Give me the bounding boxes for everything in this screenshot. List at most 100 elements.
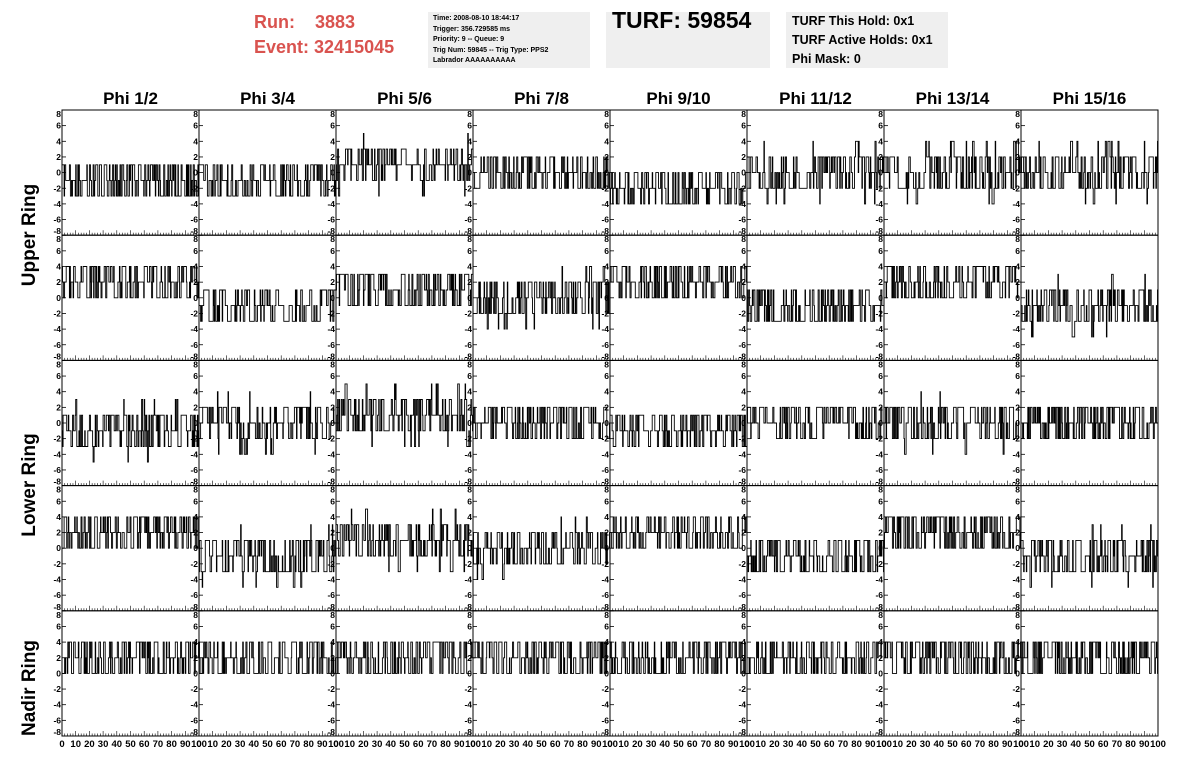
waveform-trace — [884, 516, 1022, 549]
y-tick-label: 4 — [741, 512, 746, 522]
y-tick-label: 0 — [467, 418, 472, 428]
y-tick-label: -2 — [53, 183, 61, 193]
x-tick-label: 70 — [975, 739, 986, 750]
y-tick-label: -4 — [327, 700, 335, 710]
y-tick-label: 2 — [467, 277, 472, 287]
y-tick-label: -4 — [464, 700, 472, 710]
y-tick-label: 2 — [604, 152, 609, 162]
trigger-info-box: Time: 2008-08-10 18:44:17 Trigger: 356.7… — [428, 12, 590, 68]
y-tick-label: 2 — [330, 653, 335, 663]
x-tick-label: 90 — [1002, 739, 1013, 750]
x-tick-label: 40 — [523, 739, 534, 750]
x-tick-label: 80 — [714, 739, 725, 750]
x-tick-label: 60 — [550, 739, 561, 750]
x-tick-label: 10 — [892, 739, 903, 750]
y-tick-label: 8 — [1015, 109, 1020, 119]
info-line-priority: Priority: 9 -- Queue: 9 — [433, 36, 505, 43]
y-tick-label: -2 — [464, 684, 472, 694]
y-tick-label: -2 — [464, 183, 472, 193]
y-tick-label: 8 — [878, 485, 883, 495]
y-tick-label: -4 — [327, 324, 335, 334]
y-tick-label: 6 — [330, 246, 335, 256]
y-tick-label: 2 — [878, 152, 883, 162]
y-tick-label: 2 — [330, 528, 335, 538]
x-tick-label: 60 — [139, 739, 150, 750]
y-tick-label: -4 — [1012, 700, 1020, 710]
info-line-trignum: Trig Num: 59845 -- Trig Type: PPS2 — [433, 46, 549, 54]
y-tick-label: 2 — [56, 152, 61, 162]
y-tick-label: -2 — [1012, 308, 1020, 318]
x-tick-label: 20 — [495, 739, 506, 750]
y-tick-label: 0 — [467, 168, 472, 178]
y-tick-label: -4 — [738, 324, 746, 334]
y-tick-label: -6 — [464, 590, 472, 600]
column-title: Phi 1/2 — [103, 89, 158, 108]
y-tick-label: -2 — [1012, 183, 1020, 193]
y-tick-label: -6 — [1012, 340, 1020, 350]
y-tick-label: 4 — [1015, 637, 1020, 647]
y-tick-label: -6 — [327, 215, 335, 225]
event-row: Event: 32415045 — [254, 35, 394, 60]
y-tick-label: -4 — [1012, 449, 1020, 459]
y-tick-label: 6 — [467, 621, 472, 631]
y-tick-label: -8 — [464, 727, 472, 737]
y-tick-label: 6 — [1015, 246, 1020, 256]
y-tick-label: -2 — [738, 183, 746, 193]
y-tick-label: 0 — [741, 168, 746, 178]
x-tick-label: 90 — [454, 739, 465, 750]
waveform-trace — [62, 164, 200, 197]
y-tick-label: -2 — [190, 308, 198, 318]
y-tick-label: -2 — [1012, 684, 1020, 694]
y-tick-label: 4 — [467, 637, 472, 647]
y-tick-label: -8 — [1012, 602, 1020, 612]
y-tick-label: 2 — [878, 653, 883, 663]
y-tick-label: 0 — [878, 418, 883, 428]
x-tick-label: 30 — [783, 739, 794, 750]
y-tick-label: 2 — [467, 402, 472, 412]
waveform-trace — [473, 266, 611, 330]
y-tick-label: -2 — [738, 559, 746, 569]
x-tick-label: 80 — [1125, 739, 1136, 750]
y-tick-label: 4 — [467, 262, 472, 272]
y-tick-label: 6 — [1015, 496, 1020, 506]
y-tick-label: 2 — [330, 277, 335, 287]
y-tick-label: -8 — [327, 727, 335, 737]
y-tick-label: 6 — [330, 496, 335, 506]
x-tick-label: 90 — [728, 739, 739, 750]
x-tick-label: 0 — [1018, 739, 1023, 750]
event-value: 32415045 — [314, 37, 395, 57]
y-tick-label: -8 — [190, 727, 198, 737]
waveform-trace — [747, 641, 885, 674]
y-tick-label: 8 — [1015, 234, 1020, 244]
y-tick-label: -8 — [875, 226, 883, 236]
y-tick-label: -2 — [53, 559, 61, 569]
y-tick-label: 0 — [193, 293, 198, 303]
column-title: Phi 13/14 — [916, 89, 990, 108]
y-tick-label: -6 — [327, 715, 335, 725]
y-tick-label: -8 — [327, 477, 335, 487]
y-tick-label: 8 — [193, 485, 198, 495]
y-tick-label: 6 — [1015, 121, 1020, 131]
y-tick-label: 4 — [330, 136, 335, 146]
y-tick-label: -8 — [738, 477, 746, 487]
run-label: Run: — [254, 12, 295, 32]
y-tick-label: 8 — [741, 610, 746, 620]
y-tick-label: 6 — [741, 621, 746, 631]
y-tick-label: -2 — [190, 434, 198, 444]
y-tick-label: -8 — [190, 351, 198, 361]
y-tick-label: -6 — [190, 590, 198, 600]
column-title: Phi 11/12 — [779, 89, 852, 108]
y-tick-label: -8 — [53, 602, 61, 612]
x-tick-label: 30 — [509, 739, 520, 750]
y-tick-label: 4 — [467, 136, 472, 146]
x-tick-label: 10 — [1029, 739, 1040, 750]
y-tick-label: 6 — [56, 621, 61, 631]
y-tick-label: -4 — [875, 449, 883, 459]
x-tick-label: 50 — [1084, 739, 1095, 750]
x-tick-label: 30 — [372, 739, 383, 750]
y-tick-label: 6 — [467, 246, 472, 256]
y-tick-label: -6 — [53, 465, 61, 475]
x-tick-label: 30 — [646, 739, 657, 750]
x-tick-label: 80 — [166, 739, 177, 750]
y-tick-label: 6 — [193, 371, 198, 381]
